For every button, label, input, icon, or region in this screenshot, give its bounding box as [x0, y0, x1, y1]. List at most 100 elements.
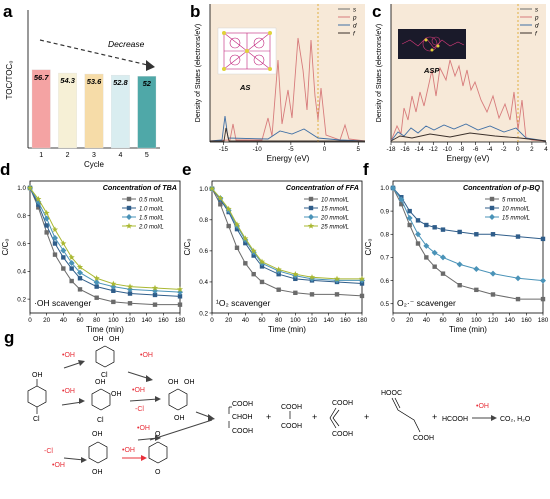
panel-d-point-3-8: [110, 280, 117, 287]
panel-f-frame: [392, 180, 544, 314]
panel-f-point-1-2: [407, 208, 412, 214]
panel-d-title: Concentration of TBA: [103, 183, 177, 192]
bq-o2-label: O: [155, 469, 161, 476]
panel-d-xtick-20: 20: [43, 317, 51, 324]
panel-a-xtick-5: 5: [145, 152, 149, 159]
panel-e-point-1-8: [293, 276, 298, 282]
decrease-arrow-head: [146, 60, 155, 71]
panel-e-point-0-2: [226, 223, 231, 229]
panel-d-point-1-7: [94, 284, 99, 289]
panel-d-point-3-10: [151, 284, 159, 291]
chloro-catechol-oh1-label: OH: [93, 336, 104, 343]
panel-letter-g: g: [4, 328, 14, 347]
panel-a-xtick-2: 2: [66, 152, 70, 159]
panel-f-point-1-9: [490, 232, 496, 237]
panel-d-point-3-3: [51, 226, 59, 233]
panel-c-series-p: [390, 59, 547, 142]
panel-e-point-3-2: [225, 205, 232, 212]
panel-f-legend-marker-1: [489, 205, 495, 211]
tartaric-acid-molecule: COOH CHOH COOH: [228, 401, 253, 435]
panel-c-inset-label: ASP: [423, 66, 440, 75]
panel-e-point-3-8: [292, 270, 299, 277]
panel-f-xtick-120: 120: [488, 317, 499, 324]
xtick-label-b--5: -5: [288, 146, 294, 153]
panel-d-point-1-8: [111, 288, 116, 293]
panel-d-point-3-1: [35, 195, 42, 202]
chp-oh2-label: OH: [111, 391, 122, 398]
panel-f-line-1: [392, 187, 544, 240]
panel-a-bar-value-2: 54.3: [60, 76, 75, 85]
acid3-cooh2: COOH: [332, 431, 353, 438]
panel-d-legend-label-0: 0.5 mol/L: [139, 197, 164, 203]
maleic-acid-molecule: COOH COOH: [329, 400, 353, 438]
plus-3: +: [364, 412, 369, 422]
panel-d-point-0-5: [69, 278, 74, 284]
xtick-label-b-0: 0: [323, 146, 327, 153]
panel-f-point-1-5: [432, 225, 437, 230]
panel-e-ytick-0.8: 0.8: [199, 217, 208, 224]
legend-label-c-p: p: [534, 15, 539, 22]
panel-d-point-1-4: [61, 255, 66, 260]
panel-d-point-0-1: [36, 205, 41, 210]
xtick-label-c--16: -16: [401, 146, 411, 153]
oh-radical-top-right: •OH: [140, 352, 153, 359]
panel-e-ylabel: C/C₀: [183, 238, 192, 255]
bq-o1-label: O: [155, 431, 161, 438]
panel-b-xlabel: Energy (eV): [267, 154, 310, 163]
panel-f-legend-label-0: 5 mmol/L: [502, 197, 527, 203]
acid1-cooh1: COOH: [232, 401, 253, 408]
panel-letter-b: b: [190, 2, 200, 21]
panel-f-point-1-11: [540, 236, 546, 242]
arrow-bq-to-acids: [149, 419, 213, 441]
panel-d-point-1-2: [44, 223, 49, 228]
panel-b-ylabel: Density of States (electrons/eV): [195, 24, 202, 122]
panel-e-point-1-7: [276, 271, 281, 277]
panel-e-xtick-80: 80: [275, 317, 283, 324]
xtick-label-c--2: -2: [501, 146, 507, 153]
panel-d-legend-marker-1: [126, 205, 132, 211]
panel-e-point-3-11: [358, 275, 366, 282]
panel-a-bars: 56.7 1 54.3 2 53.6 3 52.8 4 52 5: [31, 69, 157, 159]
panel-f-ytick-0.9: 0.9: [380, 208, 389, 215]
panel-d-line-1: [29, 187, 181, 297]
panel-f-xtick-160: 160: [521, 317, 532, 324]
panel-c-inset-polymer: [401, 36, 465, 52]
panel-e-point-1-3: [234, 226, 240, 232]
panel-e-point-3-0: [208, 185, 216, 192]
panel-e-series-0: [209, 186, 365, 299]
legend-label-b-s: s: [353, 7, 357, 14]
panel-e-point-0-6: [259, 279, 265, 285]
panel-f-series-2: [390, 184, 546, 284]
panel-f-point-2-2: [406, 215, 413, 222]
panel-d-point-1-5: [69, 266, 74, 271]
hydroquinone-molecule: OH OH: [88, 431, 108, 476]
panel-d-point-3-4: [60, 240, 67, 247]
panel-d-point-0-10: [152, 302, 158, 307]
panel-d-point-1-6: [77, 276, 83, 281]
panel-e-legend-marker-3: [307, 222, 315, 229]
panel-d-point-1-9: [127, 291, 133, 296]
decrease-arrow-line: [39, 39, 153, 67]
panel-d-xtick-0: 0: [28, 317, 32, 324]
legend-label-c-d: d: [535, 23, 539, 30]
panel-a-bar-value-3: 53.6: [87, 77, 102, 86]
panel-c-ylabel: Density of States (electrons/eV): [376, 24, 383, 122]
panel-f-ytick-0.7: 0.7: [380, 255, 389, 262]
panel-d-ytick-0.2: 0.2: [17, 296, 26, 303]
plus-1: +: [266, 412, 271, 422]
acid1-chohn: CHOH: [232, 414, 253, 421]
legend-label-b-f: f: [353, 31, 356, 38]
fumaric-acid-molecule: HOOC COOH: [381, 390, 434, 442]
thb-oh3-label: OH: [174, 415, 185, 422]
panel-d-xtick-160: 160: [158, 317, 169, 324]
panel-e-point-3-5: [250, 247, 257, 254]
panel-d-ytick-0.8: 0.8: [17, 213, 26, 220]
panel-d-xtick-80: 80: [93, 317, 101, 324]
panel-a-annotation: Decrease: [108, 39, 145, 49]
chp-cl-label: Cl: [97, 417, 104, 424]
panel-f-line-2: [392, 187, 544, 282]
panel-e-legend-marker-2: [308, 214, 314, 220]
xtick-label-b--15: -15: [219, 146, 229, 153]
thb-oh2-label: OH: [184, 379, 195, 386]
legend-label-c-f: f: [535, 31, 538, 38]
